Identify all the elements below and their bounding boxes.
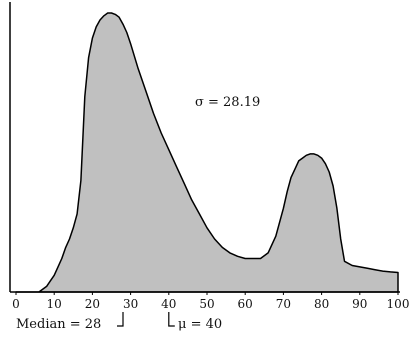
x-tick-label: 40	[161, 297, 176, 311]
mean-annotation: μ = 40	[178, 317, 222, 332]
mean-bracket	[168, 312, 175, 327]
x-tick-label: 20	[85, 297, 100, 311]
x-tick-label: 100	[387, 297, 410, 311]
sigma-annotation: σ = 28.19	[195, 95, 260, 110]
x-tick-label: 10	[47, 297, 62, 311]
x-tick-label: 30	[123, 297, 138, 311]
x-tick-label: 50	[199, 297, 214, 311]
x-ticks: 0 10 20 30 40 50 60 70 80 90 100	[12, 292, 409, 311]
axis-layer	[9, 2, 400, 293]
median-bracket	[117, 312, 124, 327]
median-annotation: Median = 28	[16, 317, 101, 332]
x-tick-label: 60	[238, 297, 253, 311]
area-layer	[15, 12, 399, 293]
x-tick-label: 80	[314, 297, 329, 311]
distribution-area	[15, 12, 399, 293]
x-tick-label: 90	[352, 297, 367, 311]
x-tick-label: 70	[276, 297, 291, 311]
x-tick-label: 0	[12, 297, 20, 311]
